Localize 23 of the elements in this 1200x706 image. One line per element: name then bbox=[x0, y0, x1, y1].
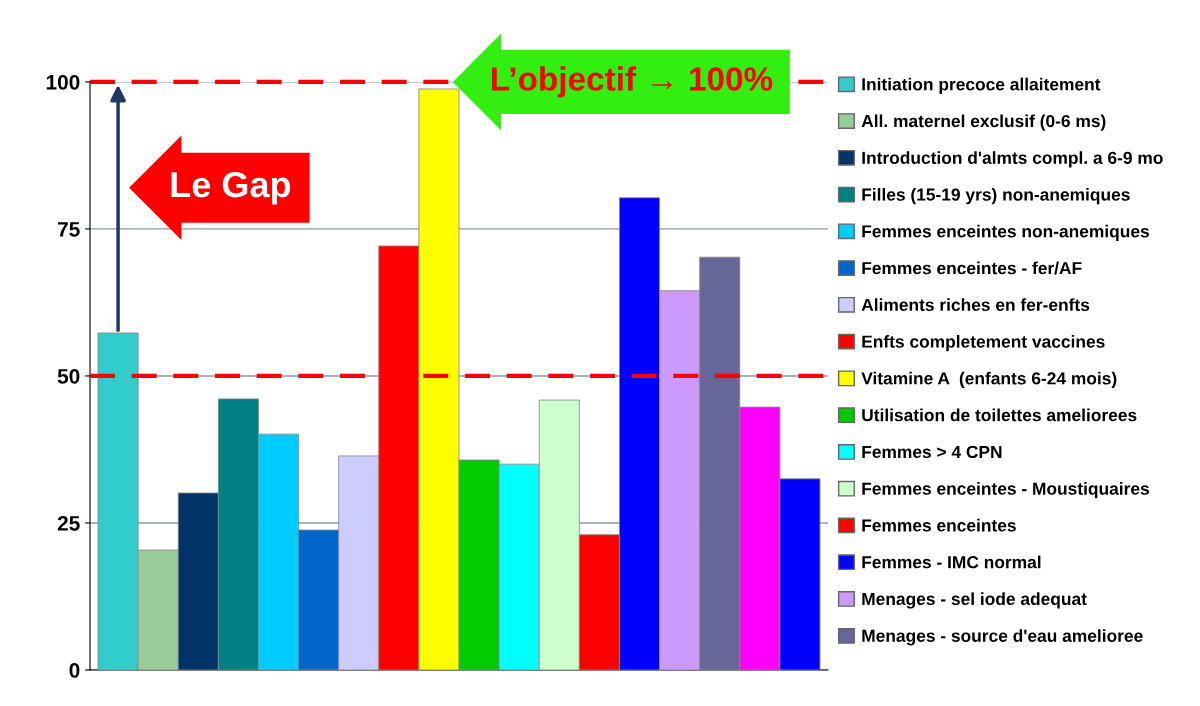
y-tick-label: 75 bbox=[58, 222, 80, 237]
legend-label: Aliments riches en fer-enfts bbox=[861, 298, 1090, 312]
legend-label: Introduction d'almts compl. a 6-9 mo bbox=[862, 151, 1163, 168]
legend-label: Femmes enceintes bbox=[862, 518, 1016, 532]
legend-label: Vitamine A (enfants 6-24 mois) bbox=[861, 371, 1117, 388]
legend-label: Initiation precoce allaitement bbox=[862, 77, 1101, 94]
y-tick-label: 100 bbox=[46, 74, 80, 90]
legend-label: Femmes enceintes - Moustiquaires bbox=[862, 482, 1149, 499]
legend-label: All. maternel exclusif (0-6 ms) bbox=[861, 114, 1106, 131]
legend-label: Enfts completement vaccines bbox=[862, 335, 1105, 352]
y-tick-label: 25 bbox=[57, 515, 80, 531]
legend-label: Utilisation de toilettes ameliorees bbox=[862, 408, 1137, 422]
legend-label: Femmes - IMC normal bbox=[862, 555, 1041, 569]
legend-label: Femmes enceintes non-anemiques bbox=[862, 224, 1149, 241]
legend-label: Filles (15-19 yrs) non-anemiques bbox=[862, 187, 1130, 205]
legend-label: Menages - source d'eau amelioree bbox=[862, 629, 1143, 646]
y-tick-label: 0 bbox=[69, 663, 80, 678]
annotation: Le Gap bbox=[171, 171, 291, 205]
annotation: L’objectif → 100% bbox=[492, 66, 773, 98]
legend-label: Menages - sel iode adequat bbox=[862, 592, 1087, 609]
legend-label: Femmes > 4 CPN bbox=[862, 445, 1002, 459]
legend-label: Femmes enceintes - fer/AF bbox=[862, 261, 1082, 275]
y-tick-label: 50 bbox=[57, 368, 80, 384]
